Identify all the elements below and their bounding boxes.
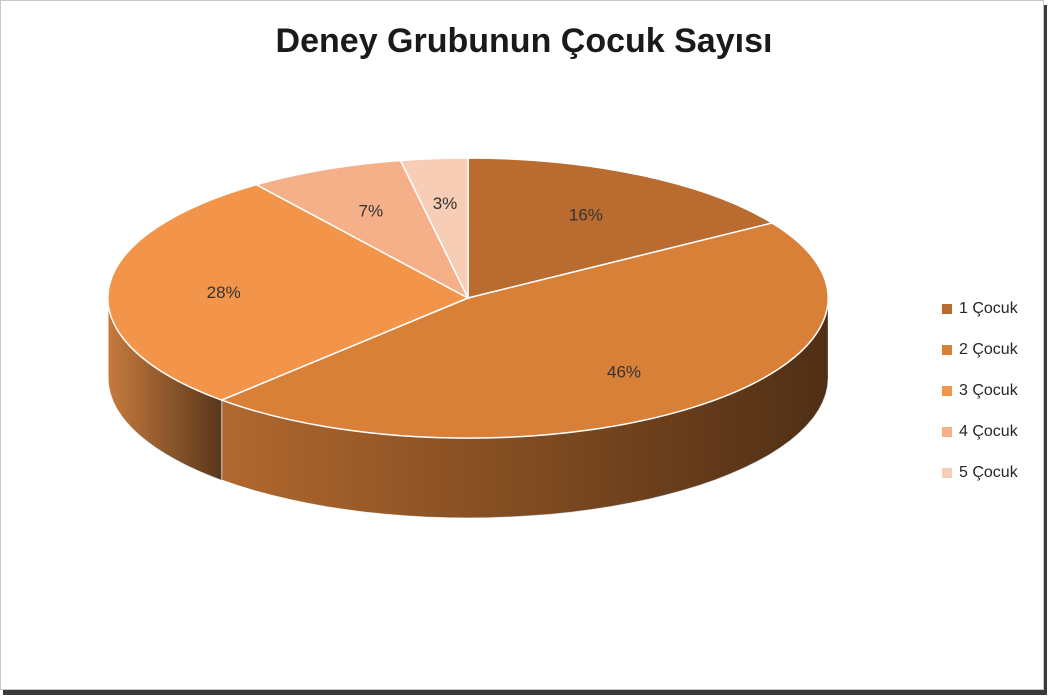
pie-tops bbox=[107, 157, 829, 439]
data-label-3: 28% bbox=[207, 283, 241, 302]
legend-item: 3 Çocuk bbox=[942, 370, 1018, 411]
legend-item: 5 Çocuk bbox=[942, 452, 1018, 493]
legend-item: 1 Çocuk bbox=[942, 288, 1018, 329]
pie-slice-1 bbox=[467, 157, 774, 299]
legend-item: 2 Çocuk bbox=[942, 329, 1018, 370]
legend: 1 Çocuk 2 Çocuk 3 Çocuk 4 Çocuk 5 Çocuk bbox=[942, 288, 1018, 493]
pie-slice-2 bbox=[219, 222, 829, 439]
legend-swatch bbox=[942, 344, 952, 355]
legend-label: 5 Çocuk bbox=[959, 463, 1018, 481]
pie-slice-4 bbox=[254, 159, 470, 300]
data-label-1: 16% bbox=[569, 206, 603, 225]
legend-label: 3 Çocuk bbox=[959, 381, 1018, 399]
legend-label: 4 Çocuk bbox=[959, 422, 1018, 440]
legend-swatch bbox=[942, 303, 952, 314]
legend-swatch bbox=[942, 426, 952, 437]
pie-side-shade-3 bbox=[108, 298, 222, 481]
pie-sides bbox=[107, 297, 829, 519]
data-label-5: 3% bbox=[433, 194, 458, 213]
legend-swatch bbox=[942, 467, 952, 478]
legend-item: 4 Çocuk bbox=[942, 411, 1018, 452]
legend-swatch bbox=[942, 385, 952, 396]
chart-title: Deney Grubunun Çocuk Sayısı bbox=[275, 22, 773, 60]
pie-side-shade-2 bbox=[221, 298, 829, 518]
legend-label: 2 Çocuk bbox=[959, 340, 1018, 358]
data-label-4: 7% bbox=[359, 202, 384, 221]
data-label-2: 46% bbox=[607, 362, 641, 381]
pie-slice-5 bbox=[399, 157, 469, 299]
pie-labels: 16% 46% 28% 7% 3% bbox=[207, 194, 641, 381]
pie-slice-3 bbox=[107, 183, 470, 401]
legend-label: 1 Çocuk bbox=[959, 299, 1018, 317]
